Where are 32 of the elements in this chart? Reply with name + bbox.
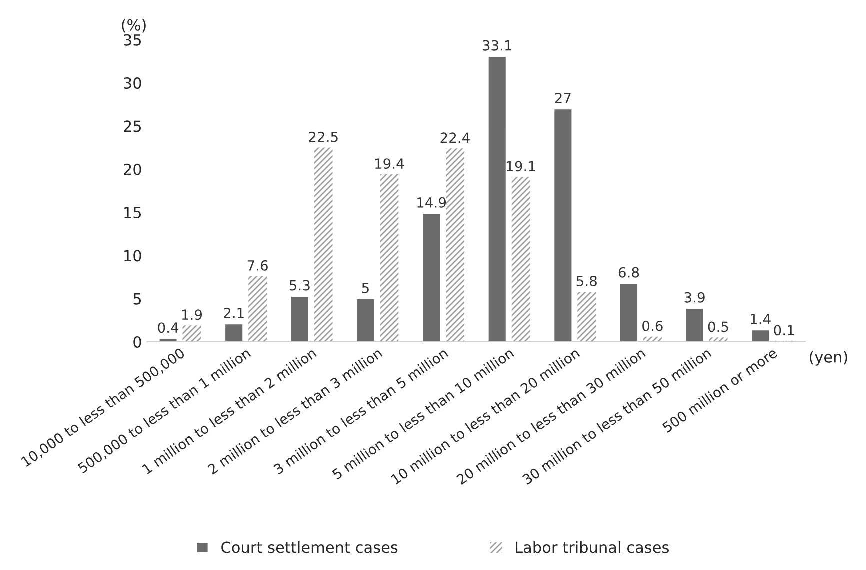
data-label: 5 xyxy=(362,283,369,294)
y-tick-label: 10 xyxy=(124,250,142,262)
y-tick-label: 30 xyxy=(124,78,142,90)
data-label: 0.1 xyxy=(774,325,794,336)
y-tick-label: 15 xyxy=(124,207,142,219)
data-label: 7.6 xyxy=(248,260,268,271)
data-label: 3.9 xyxy=(684,292,705,303)
data-label: 1.4 xyxy=(751,314,771,324)
y-tick-label: 35 xyxy=(124,34,142,46)
y-axis-title: (%) xyxy=(122,19,146,33)
y-tick-label: 20 xyxy=(124,164,142,176)
data-label: 0.5 xyxy=(708,322,728,332)
legend-label: Labor tribunal cases xyxy=(516,541,669,554)
data-label: 19.4 xyxy=(375,158,404,170)
data-label: 22.5 xyxy=(309,132,338,142)
y-tick-label: 5 xyxy=(134,294,142,305)
data-label: 5.3 xyxy=(290,280,310,291)
data-label: 1.9 xyxy=(182,310,202,320)
data-label: 33.1 xyxy=(482,40,512,51)
legend-label: Court settlement cases xyxy=(222,541,398,554)
data-label: 2.1 xyxy=(224,308,244,318)
data-label: 19.1 xyxy=(507,161,536,172)
data-label: 0.6 xyxy=(642,320,663,332)
y-tick-label: 25 xyxy=(124,120,142,132)
data-label: 14.9 xyxy=(418,197,446,208)
y-tick-label: 0 xyxy=(134,336,142,348)
data-label: 6.8 xyxy=(618,267,640,278)
data-label: 22.4 xyxy=(440,132,470,143)
data-label: 0.4 xyxy=(158,322,179,334)
x-axis-title: (yen) xyxy=(810,351,848,366)
data-label: 27 xyxy=(555,92,571,104)
data-label: 5.8 xyxy=(576,276,597,286)
